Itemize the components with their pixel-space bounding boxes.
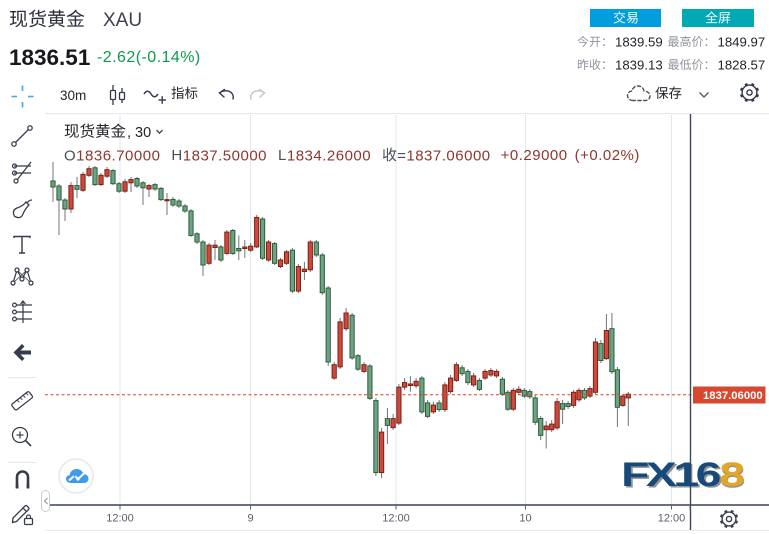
svg-text:1849.97: 1849.97: [718, 34, 766, 49]
svg-text:1837.06000: 1837.06000: [703, 390, 763, 402]
svg-text:1839.59: 1839.59: [615, 34, 663, 49]
svg-text:12:00: 12:00: [382, 513, 410, 525]
svg-text:10: 10: [519, 513, 531, 525]
svg-text:FX168: FX168: [621, 459, 744, 493]
svg-text:1839.13: 1839.13: [615, 57, 663, 72]
svg-text:12:00: 12:00: [106, 513, 134, 525]
svg-text:FX168: FX168: [623, 459, 745, 493]
svg-text:9: 9: [247, 513, 253, 525]
svg-text:12:00: 12:00: [658, 513, 686, 525]
svg-text:1828.57: 1828.57: [718, 57, 766, 72]
